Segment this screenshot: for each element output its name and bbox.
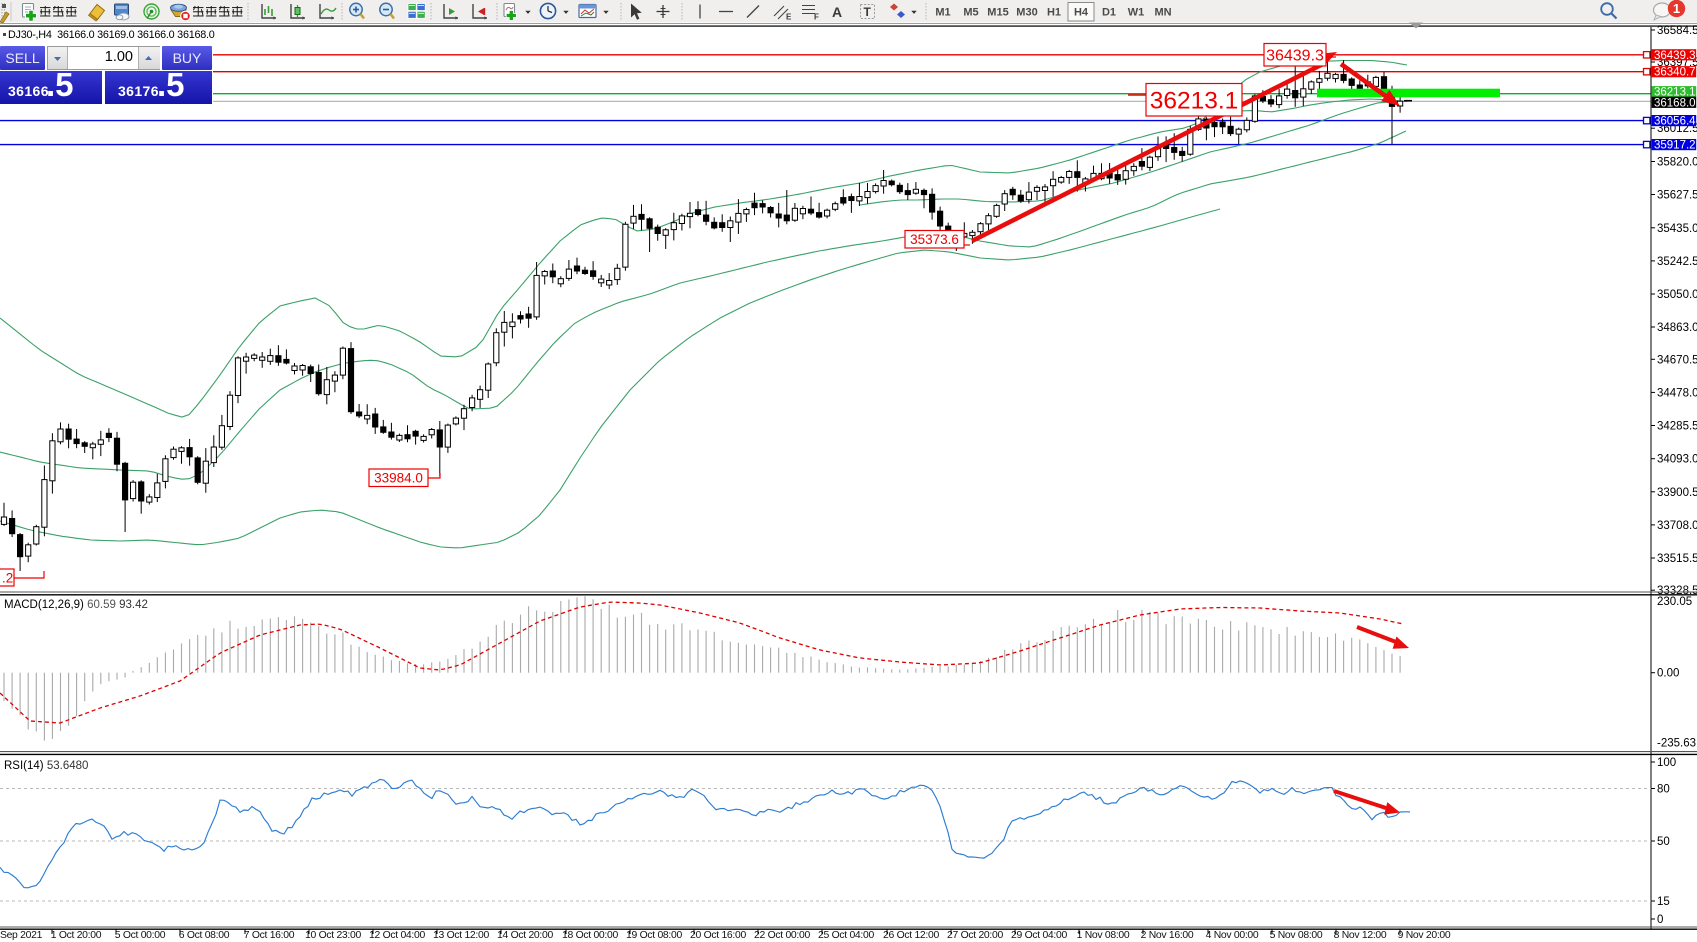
- svg-text:36340.7: 36340.7: [1654, 67, 1696, 79]
- svg-text:35242.5: 35242.5: [1657, 256, 1697, 268]
- svg-text:MN: MN: [1154, 7, 1171, 19]
- svg-text:1: 1: [1673, 1, 1680, 16]
- svg-text:H4: H4: [1074, 7, 1089, 19]
- svg-text:1 Nov 08:00: 1 Nov 08:00: [1077, 930, 1130, 941]
- svg-text:15: 15: [1657, 896, 1670, 908]
- svg-text:20 Oct 16:00: 20 Oct 16:00: [690, 930, 746, 941]
- svg-text:36213.1: 36213.1: [1654, 87, 1696, 99]
- svg-text:0: 0: [1657, 914, 1663, 926]
- svg-text:M30: M30: [1016, 7, 1037, 19]
- svg-text:Sep 2021: Sep 2021: [0, 930, 43, 941]
- svg-text:35820.0: 35820.0: [1657, 157, 1697, 169]
- svg-text:33708.0: 33708.0: [1657, 520, 1697, 532]
- svg-text:35917.2: 35917.2: [1654, 140, 1696, 152]
- svg-text:H1: H1: [1047, 7, 1061, 19]
- svg-text:0.00: 0.00: [1657, 668, 1679, 680]
- svg-text:36584.5: 36584.5: [1657, 25, 1697, 37]
- svg-text:35050.0: 35050.0: [1657, 289, 1697, 301]
- svg-text:12 Oct 04:00: 12 Oct 04:00: [369, 930, 425, 941]
- svg-text:29 Oct 04:00: 29 Oct 04:00: [1011, 930, 1067, 941]
- svg-text:34285.5: 34285.5: [1657, 421, 1697, 433]
- svg-text:1 Oct 20:00: 1 Oct 20:00: [51, 930, 102, 941]
- svg-text:33515.5: 33515.5: [1657, 553, 1697, 565]
- svg-text:A: A: [832, 4, 842, 20]
- svg-text:10 Oct 23:00: 10 Oct 23:00: [305, 930, 361, 941]
- svg-text:18 Oct 00:00: 18 Oct 00:00: [562, 930, 618, 941]
- svg-text:36439.3: 36439.3: [1266, 48, 1324, 65]
- svg-text:36213.1: 36213.1: [1150, 88, 1239, 115]
- svg-text:26 Oct 12:00: 26 Oct 12:00: [883, 930, 939, 941]
- svg-text:F: F: [814, 13, 819, 22]
- svg-text:35373.6: 35373.6: [910, 232, 959, 247]
- svg-text:2 Nov 16:00: 2 Nov 16:00: [1141, 930, 1194, 941]
- svg-text:34863.0: 34863.0: [1657, 322, 1697, 334]
- svg-text:M1: M1: [935, 7, 950, 19]
- svg-text:7 Oct 16:00: 7 Oct 16:00: [244, 930, 295, 941]
- svg-text:8 Nov 12:00: 8 Nov 12:00: [1334, 930, 1387, 941]
- svg-text:6 Oct 08:00: 6 Oct 08:00: [179, 930, 230, 941]
- svg-text:25 Oct 04:00: 25 Oct 04:00: [818, 930, 874, 941]
- svg-text:5 Nov 08:00: 5 Nov 08:00: [1270, 930, 1323, 941]
- svg-text:M5: M5: [963, 7, 978, 19]
- svg-text:5 Oct 00:00: 5 Oct 00:00: [115, 930, 166, 941]
- svg-text:36439.3: 36439.3: [1654, 50, 1696, 62]
- svg-text:80: 80: [1657, 784, 1670, 796]
- svg-text:RSI(14) 53.6480: RSI(14) 53.6480: [4, 760, 88, 772]
- svg-text:M15: M15: [987, 7, 1008, 19]
- svg-text:34478.0: 34478.0: [1657, 387, 1697, 399]
- svg-text:T: T: [864, 5, 872, 19]
- svg-text:34093.0: 34093.0: [1657, 454, 1697, 466]
- svg-text:D1: D1: [1102, 7, 1116, 19]
- svg-text:19 Oct 08:00: 19 Oct 08:00: [626, 930, 682, 941]
- svg-text:50: 50: [1657, 836, 1670, 848]
- svg-text:100: 100: [1657, 757, 1676, 769]
- svg-text:33900.5: 33900.5: [1657, 487, 1697, 499]
- svg-text:14 Oct 20:00: 14 Oct 20:00: [497, 930, 553, 941]
- svg-text:MACD(12,26,9) 60.59 93.42: MACD(12,26,9) 60.59 93.42: [4, 599, 148, 611]
- svg-text:36168.0: 36168.0: [1654, 97, 1696, 109]
- svg-text:.2: .2: [2, 571, 13, 586]
- svg-text:E: E: [786, 13, 792, 22]
- svg-text:13 Oct 12:00: 13 Oct 12:00: [433, 930, 489, 941]
- svg-text:4 Nov 00:00: 4 Nov 00:00: [1206, 930, 1259, 941]
- svg-text:34670.5: 34670.5: [1657, 354, 1697, 366]
- svg-text:W1: W1: [1128, 7, 1145, 19]
- svg-text:230.05: 230.05: [1657, 596, 1692, 608]
- svg-text:-235.63: -235.63: [1657, 738, 1696, 750]
- svg-text:22 Oct 00:00: 22 Oct 00:00: [754, 930, 810, 941]
- svg-text:27 Oct 20:00: 27 Oct 20:00: [947, 930, 1003, 941]
- svg-text:DJ30-,H4 36166.0 36169.0 3616: DJ30-,H4 36166.0 36169.0 36166.0 36168.0: [8, 29, 215, 41]
- svg-text:9 Nov 20:00: 9 Nov 20:00: [1398, 930, 1451, 941]
- svg-text:35435.0: 35435.0: [1657, 223, 1697, 235]
- svg-text:33984.0: 33984.0: [374, 471, 423, 486]
- svg-text:35627.5: 35627.5: [1657, 190, 1697, 202]
- svg-text:36056.4: 36056.4: [1654, 116, 1696, 128]
